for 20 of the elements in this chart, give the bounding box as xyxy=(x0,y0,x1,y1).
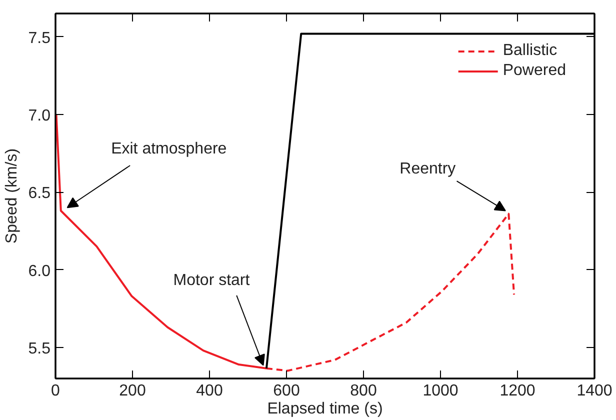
x-tick-label: 800 xyxy=(350,382,377,400)
x-tick-label: 1000 xyxy=(422,382,458,400)
x-tick-label: 1400 xyxy=(576,382,612,400)
y-tick-label: 6.5 xyxy=(28,185,51,202)
y-tick-label: 7.0 xyxy=(28,107,51,124)
x-tick-label: 200 xyxy=(119,382,146,400)
y-tick-label: 5.5 xyxy=(28,340,51,358)
annotation: Motor start xyxy=(173,272,250,289)
y-tick-label: 7.5 xyxy=(28,30,51,47)
annotation: Reentry xyxy=(400,160,456,178)
legend-label: Powered xyxy=(502,62,566,80)
x-axis-title: Elapsed time (s) xyxy=(267,400,383,418)
x-tick-label: 600 xyxy=(273,382,300,400)
y-axis-title: Speed (km/s) xyxy=(3,148,20,244)
annotation: Exit atmosphere xyxy=(111,140,227,158)
legend-label: Ballistic xyxy=(502,42,558,60)
y-tick-label: 6.0 xyxy=(28,262,51,280)
x-tick-label: 1200 xyxy=(500,382,536,400)
x-tick-label: 400 xyxy=(196,382,223,400)
x-tick-label: 0 xyxy=(51,382,60,400)
